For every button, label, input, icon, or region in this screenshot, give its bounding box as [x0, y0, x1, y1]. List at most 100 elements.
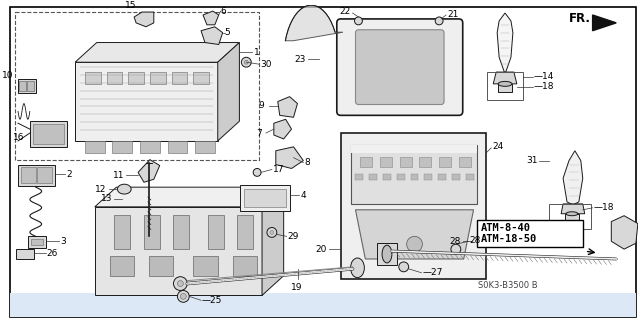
Circle shape	[451, 244, 461, 254]
Bar	[439, 157, 451, 167]
Text: 2: 2	[66, 170, 72, 179]
Polygon shape	[262, 187, 284, 295]
Bar	[31, 239, 43, 245]
Bar	[18, 165, 56, 186]
Polygon shape	[134, 12, 154, 27]
Ellipse shape	[117, 184, 131, 194]
Text: 16: 16	[13, 133, 25, 143]
Circle shape	[267, 227, 276, 237]
Text: —27: —27	[422, 268, 443, 277]
Bar	[477, 219, 583, 247]
Circle shape	[177, 291, 189, 302]
Circle shape	[244, 60, 248, 64]
Text: 15: 15	[125, 1, 137, 10]
Text: 30: 30	[260, 60, 271, 69]
Polygon shape	[276, 147, 303, 168]
Polygon shape	[201, 27, 223, 45]
Polygon shape	[355, 210, 474, 259]
Text: 6: 6	[221, 7, 227, 16]
Text: 31: 31	[526, 156, 538, 165]
Polygon shape	[497, 13, 513, 74]
Bar	[109, 256, 134, 276]
Text: 7: 7	[256, 129, 262, 137]
Bar	[549, 204, 591, 229]
Polygon shape	[274, 119, 292, 139]
Text: 20: 20	[316, 245, 327, 254]
Bar	[360, 157, 372, 167]
Bar	[21, 167, 36, 183]
Ellipse shape	[566, 212, 578, 216]
Bar	[85, 141, 104, 153]
Text: S0K3-B3500 B: S0K3-B3500 B	[479, 281, 538, 290]
Circle shape	[399, 262, 408, 272]
Polygon shape	[593, 15, 616, 31]
Polygon shape	[561, 204, 585, 214]
Text: 5: 5	[225, 28, 230, 37]
Polygon shape	[611, 216, 638, 249]
Bar	[380, 157, 392, 167]
Text: 22: 22	[339, 7, 351, 16]
Circle shape	[435, 17, 443, 25]
Bar	[168, 141, 188, 153]
Polygon shape	[218, 42, 239, 141]
Circle shape	[173, 277, 188, 291]
Bar	[438, 174, 446, 180]
Bar	[424, 174, 432, 180]
Polygon shape	[278, 97, 298, 117]
Text: 3: 3	[60, 237, 66, 246]
Circle shape	[406, 236, 422, 252]
Text: 17: 17	[273, 165, 284, 174]
Circle shape	[177, 281, 183, 286]
Text: 4: 4	[300, 190, 306, 199]
Text: 13: 13	[101, 195, 113, 204]
Bar	[351, 145, 477, 153]
Text: 28: 28	[470, 236, 481, 245]
Polygon shape	[203, 11, 219, 25]
Bar	[140, 141, 160, 153]
Text: 24: 24	[492, 142, 504, 151]
Bar	[397, 174, 404, 180]
Bar	[419, 157, 431, 167]
Circle shape	[355, 17, 362, 25]
Bar	[383, 174, 391, 180]
Bar	[452, 174, 460, 180]
Polygon shape	[563, 151, 583, 205]
Bar	[351, 145, 477, 204]
Bar	[466, 174, 474, 180]
Bar	[172, 72, 188, 84]
Text: —14: —14	[534, 72, 554, 81]
FancyBboxPatch shape	[355, 30, 444, 105]
Bar	[27, 81, 34, 91]
Polygon shape	[95, 187, 284, 207]
Bar	[150, 72, 166, 84]
Bar	[487, 72, 523, 100]
Circle shape	[180, 293, 186, 299]
Text: ATM-18-50: ATM-18-50	[481, 234, 537, 244]
Bar	[85, 72, 100, 84]
Bar	[459, 157, 470, 167]
Text: 26: 26	[47, 249, 58, 257]
Circle shape	[241, 57, 252, 67]
Text: 23: 23	[294, 55, 305, 64]
Text: FR.: FR.	[569, 12, 591, 26]
Bar	[173, 215, 189, 249]
Bar	[128, 72, 144, 84]
Text: 1: 1	[254, 48, 260, 57]
Text: —18: —18	[593, 203, 614, 212]
Text: 10: 10	[2, 71, 13, 80]
Text: 19: 19	[291, 283, 302, 292]
Text: —18: —18	[534, 82, 554, 91]
Bar	[244, 189, 285, 207]
Polygon shape	[493, 72, 517, 84]
Ellipse shape	[351, 258, 364, 278]
Bar	[369, 174, 377, 180]
Bar	[355, 174, 364, 180]
Ellipse shape	[382, 245, 392, 263]
Text: 21: 21	[447, 10, 458, 19]
Bar	[149, 256, 173, 276]
Bar	[16, 249, 34, 259]
Bar	[208, 215, 223, 249]
Polygon shape	[75, 62, 218, 141]
Bar	[377, 243, 397, 265]
Bar	[400, 157, 412, 167]
